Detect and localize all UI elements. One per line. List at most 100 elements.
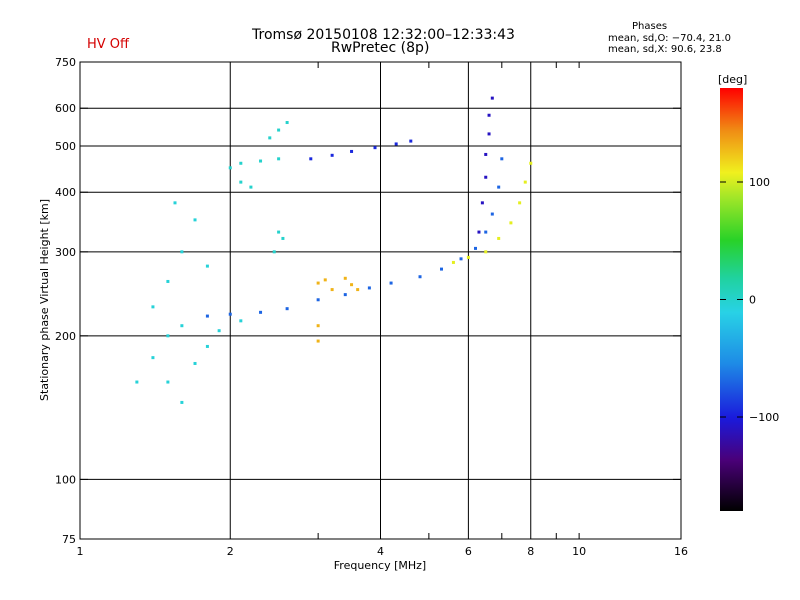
data-point	[193, 218, 197, 222]
data-point	[518, 201, 522, 205]
data-point	[277, 128, 281, 132]
colorbar-tick-label: 0	[749, 294, 756, 307]
data-point	[466, 255, 470, 259]
data-point	[356, 288, 360, 292]
data-point	[484, 250, 488, 254]
y-tick-label: 100	[55, 473, 76, 486]
data-point	[343, 293, 347, 297]
chart-subtitle: RwPretec (8p)	[331, 40, 430, 56]
data-point	[490, 212, 494, 216]
data-point	[418, 275, 422, 279]
colorbar-tick-label: −100	[749, 411, 779, 424]
y-tick-label: 300	[55, 246, 76, 259]
colorbar	[720, 88, 743, 511]
x-tick-label: 6	[465, 545, 472, 558]
data-point	[373, 146, 377, 150]
data-point	[316, 324, 320, 328]
data-point	[151, 305, 155, 309]
data-point	[272, 250, 276, 254]
colorbar-title: [deg]	[718, 73, 747, 86]
data-point	[451, 260, 455, 264]
data-points	[135, 96, 533, 404]
y-tick-label: 200	[55, 330, 76, 343]
data-point	[193, 361, 197, 365]
data-point	[440, 267, 444, 271]
data-point	[487, 132, 491, 136]
data-point	[205, 264, 209, 268]
data-point	[259, 159, 263, 163]
x-tick-label: 2	[227, 545, 234, 558]
data-point	[473, 246, 477, 250]
y-axis-title: Stationary phase Virtual Height [km]	[38, 199, 51, 401]
data-point	[166, 279, 170, 283]
data-point	[249, 185, 253, 189]
chart-title: Tromsø 20150108 12:32:00–12:33:43	[252, 27, 515, 43]
data-point	[529, 161, 533, 165]
data-point	[316, 339, 320, 343]
phases-title: Phases	[632, 21, 668, 32]
data-point	[180, 400, 184, 404]
y-tick-label: 75	[62, 533, 76, 546]
data-point	[316, 298, 320, 302]
data-point	[217, 329, 221, 333]
data-point	[500, 157, 504, 161]
plot-frame	[79, 61, 682, 540]
data-point	[166, 334, 170, 338]
y-tick-label: 600	[55, 102, 76, 115]
data-point	[285, 307, 289, 311]
grid-lines	[80, 62, 681, 539]
data-point	[509, 221, 513, 225]
data-point	[205, 344, 209, 348]
data-point	[239, 319, 243, 323]
x-tick-label: 16	[674, 545, 688, 558]
data-point	[484, 152, 488, 156]
y-tick-label: 400	[55, 186, 76, 199]
data-point	[166, 380, 170, 384]
data-point	[394, 142, 398, 146]
x-tick-label: 4	[377, 545, 384, 558]
data-point	[459, 257, 463, 261]
data-point	[309, 157, 313, 161]
y-tick-label: 750	[55, 56, 76, 69]
data-point	[480, 201, 484, 205]
data-point	[323, 278, 327, 282]
data-point	[277, 157, 281, 161]
data-point	[484, 230, 488, 234]
data-point	[135, 380, 139, 384]
hv-status-label: HV Off	[87, 37, 129, 52]
data-point	[409, 139, 413, 143]
data-point	[523, 180, 527, 184]
x-tick-label: 1	[77, 545, 84, 558]
phases-x-stats: mean, sd,X: 90.6, 23.8	[608, 44, 722, 55]
data-point	[259, 310, 263, 314]
data-point	[477, 230, 481, 234]
colorbar-ticks: 100 0 −100	[720, 176, 779, 424]
data-point	[239, 161, 243, 165]
y-tick-label: 500	[55, 140, 76, 153]
data-point	[343, 276, 347, 280]
data-point	[350, 149, 354, 153]
data-point	[367, 286, 371, 290]
x-axis-title: Frequency [MHz]	[334, 559, 426, 572]
data-point	[330, 288, 334, 292]
x-tick-label: 8	[527, 545, 534, 558]
data-point	[151, 356, 155, 360]
data-point	[239, 180, 243, 184]
colorbar-tick-label: 100	[749, 176, 770, 189]
data-point	[350, 283, 354, 287]
data-point	[180, 250, 184, 254]
data-point	[228, 166, 232, 170]
data-point	[316, 281, 320, 285]
data-point	[497, 236, 501, 240]
data-point	[173, 201, 177, 205]
data-point	[277, 230, 281, 234]
data-point	[484, 175, 488, 179]
data-point	[487, 113, 491, 117]
data-point	[330, 153, 334, 157]
data-point	[268, 136, 272, 140]
x-tick-label: 10	[572, 545, 586, 558]
axis-ticks: 1 2 4 6 8 10 16 75 100 200 300 400 500 600 750	[55, 56, 688, 558]
data-point	[497, 185, 501, 189]
phases-o-stats: mean, sd,O: −70.4, 21.0	[608, 33, 731, 44]
